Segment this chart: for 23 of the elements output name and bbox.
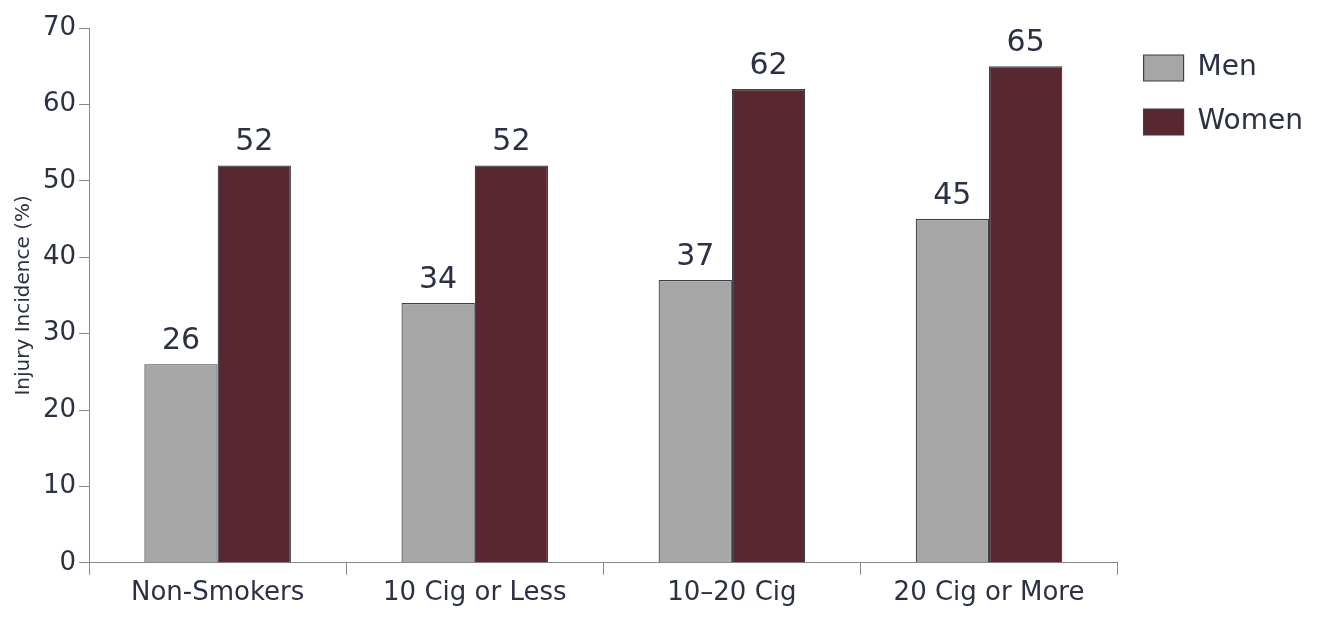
y-axis-title: Injury Incidence (%) xyxy=(10,195,35,396)
data-label: 45 xyxy=(933,175,972,211)
data-label: 52 xyxy=(235,122,274,158)
x-tick-label: 10 Cig or Less xyxy=(383,576,567,607)
data-label: 34 xyxy=(419,259,458,295)
y-tick-label: 50 xyxy=(42,163,77,194)
y-tick-label: 70 xyxy=(42,10,77,41)
y-tick-label: 60 xyxy=(42,87,77,118)
y-tick-label: 0 xyxy=(59,545,77,576)
data-label: 52 xyxy=(492,122,531,158)
data-label: 26 xyxy=(161,320,201,356)
y-tick-label: 30 xyxy=(42,316,77,347)
data-label: 65 xyxy=(1006,23,1045,58)
x-tick-label: 20 Cig or More xyxy=(893,576,1085,607)
y-tick-label: 10 xyxy=(42,469,77,500)
data-label: 62 xyxy=(749,45,788,81)
x-tick-label: Non-Smokers xyxy=(130,576,305,607)
legend-label: Men xyxy=(1197,49,1257,83)
legend-label: Women xyxy=(1197,103,1304,137)
y-tick-label: 20 xyxy=(42,392,77,423)
y-tick-label: 40 xyxy=(42,239,77,270)
data-label: 37 xyxy=(676,236,715,272)
x-tick-label: 10–20 Cig xyxy=(667,576,797,607)
